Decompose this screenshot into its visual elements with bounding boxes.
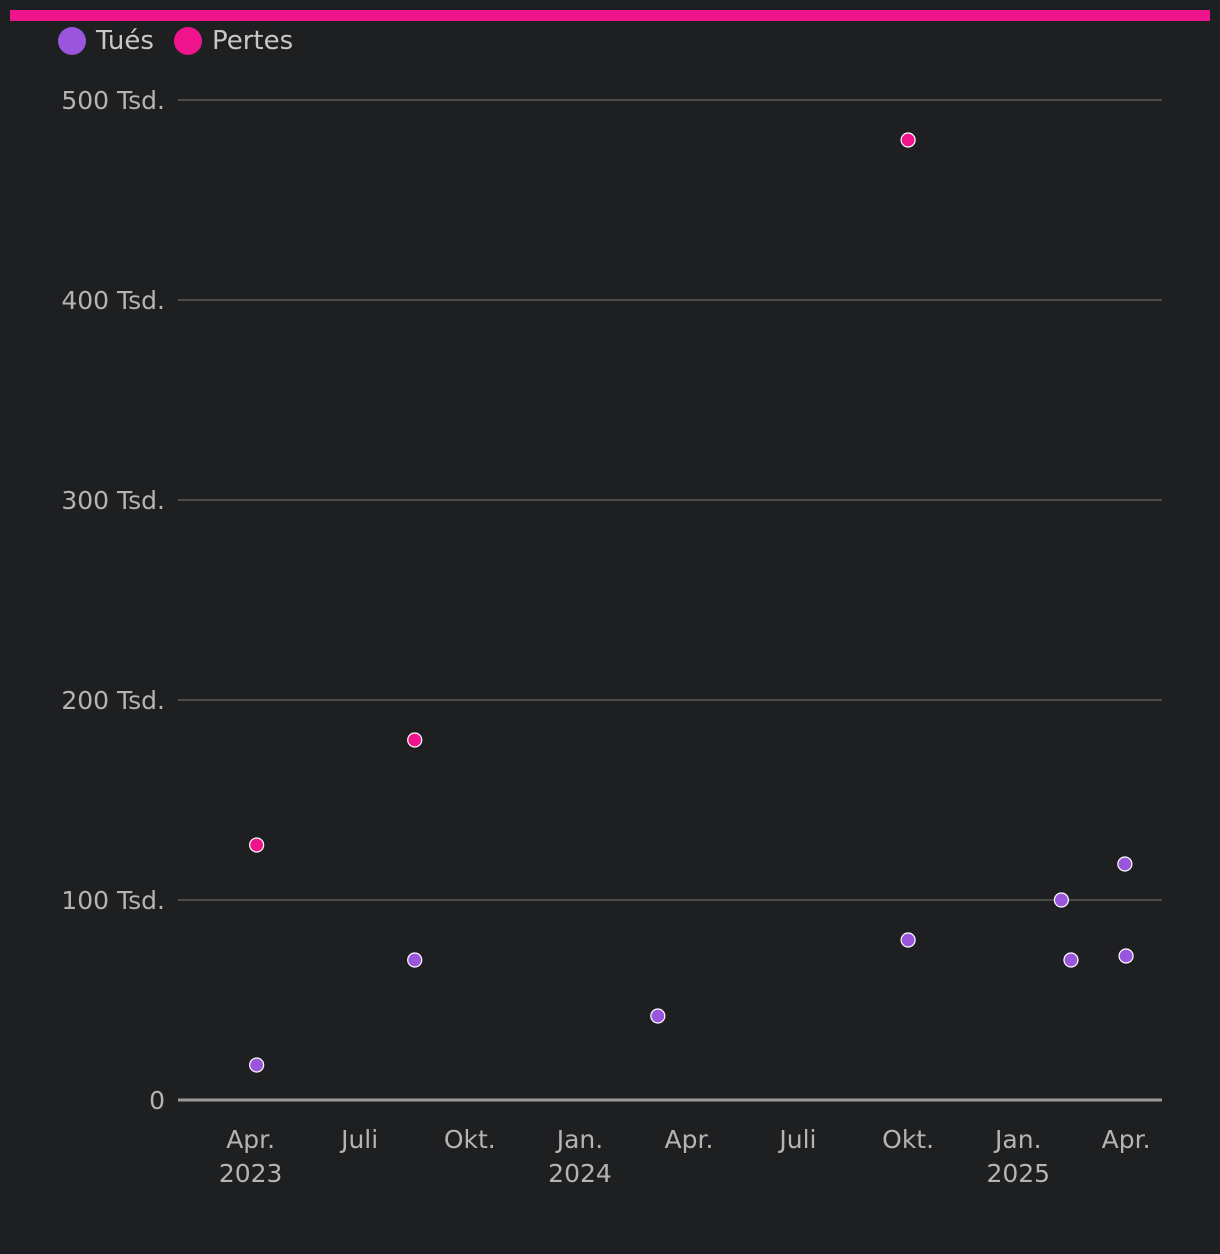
y-axis-ticks: 0 100 Tsd. 200 Tsd. 300 Tsd. 400 Tsd. 500 Tsd…	[61, 86, 165, 1115]
legend: Tués Pertes	[58, 26, 293, 56]
x-tick-label-5: Juli	[777, 1125, 816, 1154]
accent-top-bar	[10, 10, 1210, 21]
x-tick-year-3: 2024	[548, 1159, 612, 1188]
y-tick-label-1: 100 Tsd.	[61, 886, 165, 915]
x-tick-label-3: Jan.	[555, 1125, 603, 1154]
data-points	[249, 132, 1134, 1073]
legend-label-tues: Tués	[96, 26, 154, 56]
point-tues-6	[1117, 856, 1133, 872]
point-pertes-2	[900, 132, 916, 148]
point-tues-0	[249, 1057, 265, 1073]
grid-lines	[178, 99, 1162, 1102]
x-axis-ticks: Apr. 2023 Juli Okt. Jan. 2024 Apr. Juli Okt. Jan.…	[219, 1125, 1151, 1188]
point-pertes-1	[407, 732, 423, 748]
legend-item-tues[interactable]: Tués	[58, 26, 154, 56]
x-tick-label-4: Apr.	[665, 1125, 714, 1154]
legend-item-pertes[interactable]: Pertes	[173, 26, 294, 56]
x-tick-label-2: Okt.	[444, 1125, 496, 1154]
x-tick-label-1: Juli	[339, 1125, 378, 1154]
y-tick-label-3: 300 Tsd.	[61, 486, 165, 515]
x-tick-label-7: Jan.	[993, 1125, 1041, 1154]
x-tick-year-7: 2025	[986, 1159, 1050, 1188]
y-tick-label-0: 0	[149, 1086, 165, 1115]
legend-swatch-tues	[58, 27, 86, 55]
point-tues-3	[900, 932, 916, 948]
legend-label-pertes: Pertes	[211, 26, 294, 56]
point-tues-7	[1118, 948, 1134, 964]
point-pertes-0	[249, 837, 265, 853]
point-tues-1	[407, 952, 423, 968]
y-tick-label-5: 500 Tsd.	[61, 86, 165, 115]
legend-swatch-pertes	[173, 27, 202, 55]
x-tick-label-6: Okt.	[882, 1125, 934, 1154]
y-tick-label-2: 200 Tsd.	[61, 686, 165, 715]
x-tick-label-0: Apr.	[226, 1125, 275, 1154]
point-tues-4	[1053, 892, 1070, 908]
y-tick-label-4: 400 Tsd.	[61, 286, 165, 315]
point-tues-5	[1063, 952, 1079, 968]
x-tick-year-0: 2023	[219, 1159, 283, 1188]
x-tick-label-8: Apr.	[1102, 1125, 1151, 1154]
point-tues-2	[650, 1008, 666, 1024]
